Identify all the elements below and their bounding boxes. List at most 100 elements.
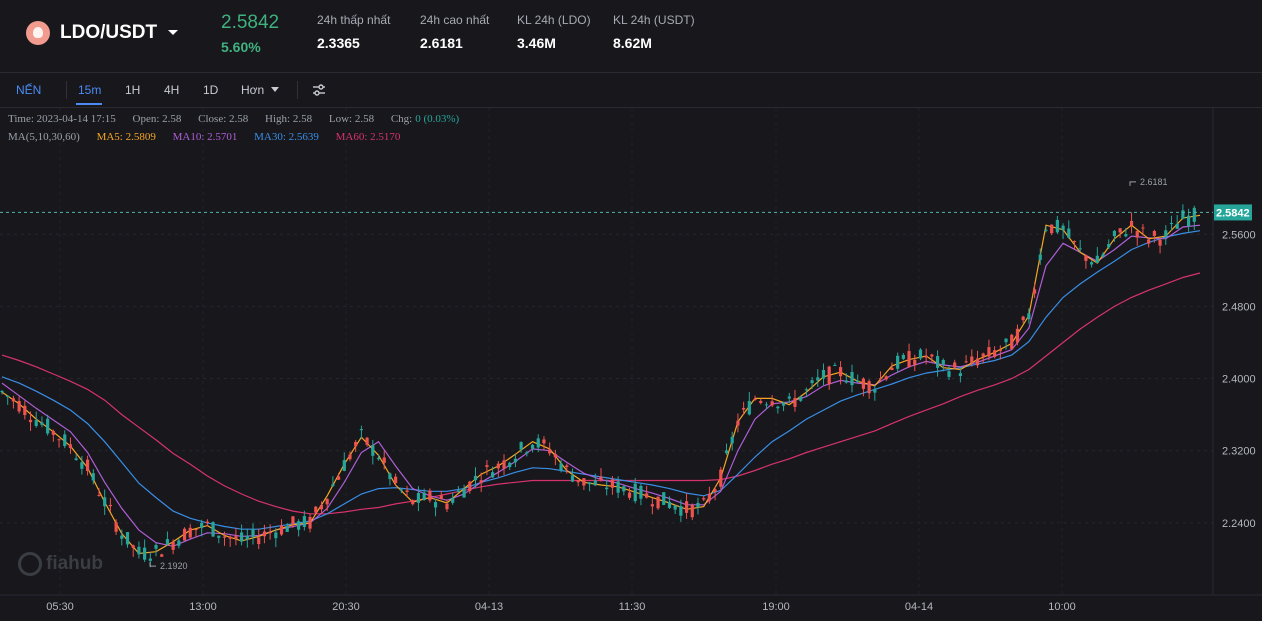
candle-body <box>901 354 905 359</box>
candle-body <box>228 536 232 539</box>
x-tick-label: 04-14 <box>905 601 933 613</box>
candle-body <box>622 486 626 492</box>
ma-legend: MA(5,10,30,60) MA5: 2.5809 MA10: 2.5701 … <box>8 131 414 143</box>
candle-body <box>177 540 181 546</box>
candle-body <box>530 444 535 449</box>
candle-body <box>747 401 751 415</box>
candle-body <box>684 501 689 513</box>
candle-body <box>1027 313 1031 320</box>
candle-body <box>1055 219 1059 233</box>
stat-24h-low: 24h thấp nhất 2.3365 <box>317 13 390 51</box>
more-intervals-dropdown[interactable]: Hơn <box>241 83 265 97</box>
candle-body <box>736 420 740 426</box>
candle-body <box>182 528 187 541</box>
interval-15m-tab[interactable]: 15m <box>78 83 102 97</box>
candle-body <box>582 478 586 486</box>
candle-body <box>1158 239 1162 246</box>
interval-4h-tab[interactable]: 4H <box>164 83 180 97</box>
candle-body <box>833 365 837 367</box>
candle-body <box>80 462 84 469</box>
ma5-value: MA5: 2.5809 <box>96 131 156 143</box>
candle-body <box>428 490 432 501</box>
ohlc-open: Open: 2.58 <box>132 113 182 125</box>
ohlc-time: Time: 2023-04-14 17:15 <box>8 113 116 125</box>
y-tick-label: 2.3200 <box>1222 446 1256 458</box>
candle-body <box>548 449 552 454</box>
candle-body <box>896 355 900 369</box>
candle-body <box>1004 338 1008 343</box>
candle-body <box>970 356 974 363</box>
candle-body <box>1152 230 1156 236</box>
candle-body <box>325 498 329 505</box>
ohlc-low: Low: 2.58 <box>328 113 375 125</box>
candle-body <box>1032 289 1037 294</box>
ohlc-change-label: Chg: <box>390 113 413 125</box>
candle-body <box>171 541 175 550</box>
stat-label: KL 24h (USDT) <box>613 13 695 27</box>
candle-body <box>924 355 928 358</box>
candle-body <box>873 389 877 393</box>
candle-body <box>667 501 672 508</box>
candle-body <box>787 396 791 399</box>
chevron-down-icon[interactable] <box>271 87 279 92</box>
candle-body <box>993 350 997 357</box>
candle-body <box>953 362 957 368</box>
candle-body <box>981 353 985 357</box>
candle-body <box>850 372 854 386</box>
candle-body <box>365 437 369 445</box>
candle-body <box>1129 220 1134 226</box>
candle-body <box>200 522 204 528</box>
candle-body <box>1101 254 1105 257</box>
candle-body <box>302 516 306 527</box>
candle-body <box>148 558 152 561</box>
toolbar-divider <box>66 81 67 99</box>
pair-selector[interactable]: LDO/USDT <box>60 22 158 43</box>
candle-body <box>125 532 130 545</box>
candle-body <box>713 489 717 492</box>
candle-body <box>143 547 147 560</box>
candle-body <box>319 505 324 510</box>
interval-1d-tab[interactable]: 1D <box>203 83 219 97</box>
candle-body <box>1107 244 1111 248</box>
candle-body <box>496 463 500 469</box>
candle-body <box>1061 225 1065 231</box>
chart-type-candles-button[interactable]: NẾN <box>16 83 42 97</box>
candle-body <box>907 351 911 368</box>
candle-body <box>462 488 466 498</box>
candlestick-chart[interactable]: 2.5600 2.4800 2.4000 2.3200 2.2400 05:30 13:00… <box>0 108 1262 621</box>
candle-body <box>23 405 27 416</box>
candle-body <box>764 404 769 406</box>
candle-body <box>1010 334 1014 350</box>
candle-body <box>388 473 392 480</box>
candle-body <box>51 430 55 435</box>
active-tab-underline <box>76 103 102 105</box>
settings-sliders-icon[interactable] <box>312 84 326 96</box>
candle-body <box>753 398 757 400</box>
stat-24h-volume-ldo: KL 24h (LDO) 3.46M <box>517 13 591 51</box>
candle-body <box>645 493 649 498</box>
candle-body <box>810 380 814 384</box>
candle-body <box>519 442 523 450</box>
candle-body <box>1192 207 1196 222</box>
candle-body <box>314 506 318 513</box>
candle-body <box>274 532 278 539</box>
candle-body <box>394 476 398 484</box>
candle-body <box>998 349 1002 352</box>
chevron-down-icon[interactable] <box>168 30 178 35</box>
candle-body <box>827 366 831 385</box>
candle-body <box>473 475 478 481</box>
last-price: 2.5842 <box>221 12 280 33</box>
stat-label: 24h cao nhất <box>420 13 490 27</box>
chart-toolbar: NẾN 15m 1H 4H 1D Hơn <box>0 73 1262 108</box>
candle-body <box>279 525 284 535</box>
candle-body <box>11 398 16 402</box>
candle-body <box>947 371 951 377</box>
candle-body <box>610 479 615 488</box>
candle-body <box>234 536 238 540</box>
candle-body <box>336 476 341 480</box>
interval-1h-tab[interactable]: 1H <box>125 83 141 97</box>
candle-body <box>1186 215 1191 227</box>
candle-body <box>696 502 700 508</box>
candle-body <box>154 545 158 549</box>
candle-body <box>285 525 289 532</box>
